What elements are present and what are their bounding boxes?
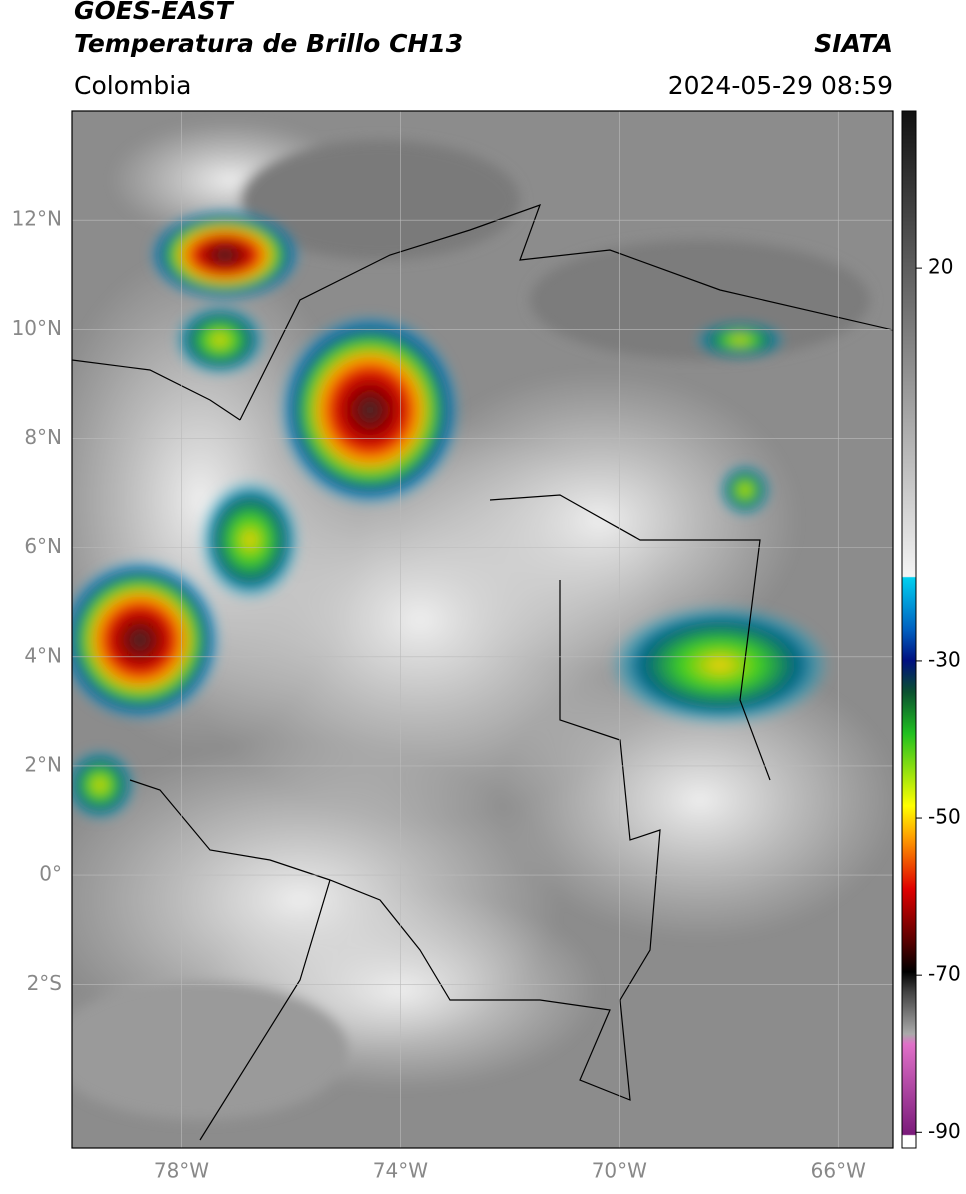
colorbar-tick-label: -70 bbox=[928, 962, 961, 986]
title: GOES-EAST bbox=[74, 0, 235, 25]
tick-labels: 78°W 74°W 70°W 66°W 12°N 10°N 8°N 6°N 4°N 2°N 0° 2°… bbox=[12, 207, 961, 1183]
x-tick-label: 70°W bbox=[592, 1159, 647, 1183]
graticule bbox=[72, 111, 893, 1148]
y-tick-label: 10°N bbox=[12, 316, 62, 340]
subtitle: Temperatura de Brillo CH13 bbox=[74, 29, 463, 58]
colorbar-tick-label: -90 bbox=[928, 1119, 961, 1143]
x-tick-label: 74°W bbox=[373, 1159, 428, 1183]
colorbar bbox=[901, 110, 917, 1149]
colorbar-tick-label: -30 bbox=[928, 647, 961, 671]
borders bbox=[72, 204, 893, 1141]
y-tick-label: 12°N bbox=[12, 207, 62, 231]
y-tick-label: 8°N bbox=[24, 425, 62, 449]
y-tick-label: 2°S bbox=[27, 971, 62, 995]
header: GOES-EAST Temperatura de Brillo CH13 SIA… bbox=[74, 0, 893, 100]
map-frame bbox=[71, 110, 894, 1149]
x-tick-label: 66°W bbox=[811, 1159, 866, 1183]
region: Colombia bbox=[74, 71, 191, 100]
colorbar-tick-label: 20 bbox=[928, 255, 953, 279]
y-tick-label: 4°N bbox=[24, 643, 62, 667]
y-tick-label: 0° bbox=[39, 862, 62, 886]
y-tick-label: 2°N bbox=[24, 752, 62, 776]
colorbar-tick-label: -50 bbox=[928, 805, 961, 829]
satellite-image bbox=[72, 111, 893, 1148]
source: SIATA bbox=[814, 29, 893, 58]
y-tick-label: 6°N bbox=[24, 534, 62, 558]
timestamp: 2024-05-29 08:59 bbox=[668, 71, 893, 100]
x-tick-label: 78°W bbox=[154, 1159, 209, 1183]
